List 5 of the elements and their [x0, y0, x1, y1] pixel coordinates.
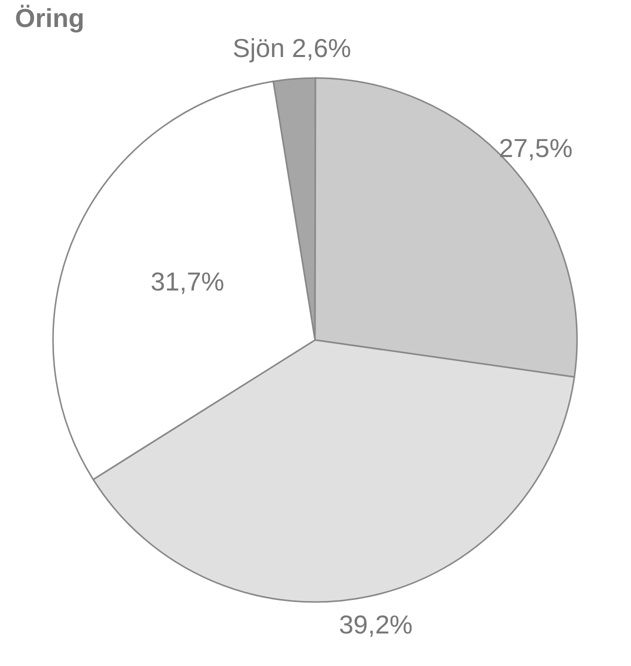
slice-label: Sjön 2,6% — [232, 32, 352, 63]
data-label: 39,2% — [338, 610, 413, 640]
data-label: 27,5% — [498, 132, 573, 163]
chart-title: Öring — [15, 2, 84, 33]
data-label: 31,7% — [150, 266, 224, 296]
